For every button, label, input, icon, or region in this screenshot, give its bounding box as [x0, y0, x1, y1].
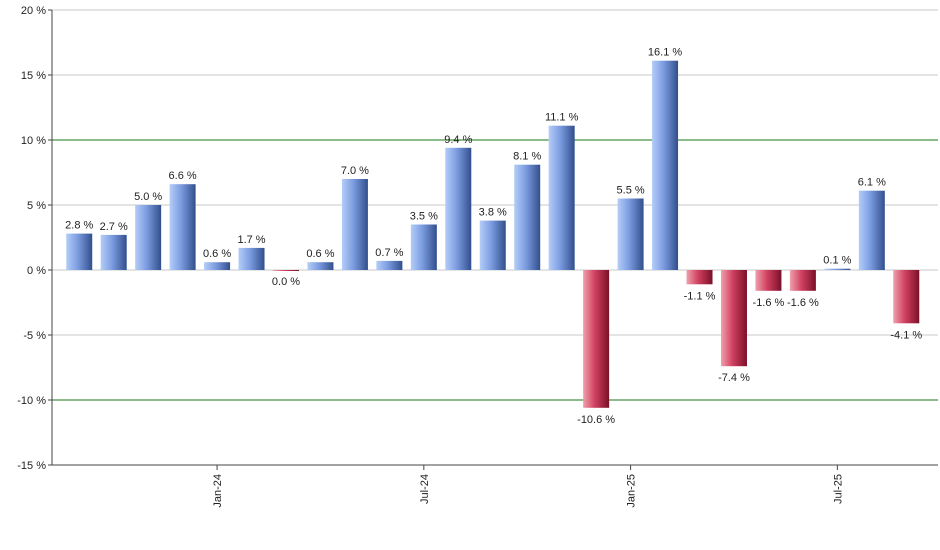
- y-tick-label: -10 %: [17, 395, 46, 407]
- x-tick-label: Jan-24: [212, 474, 224, 508]
- value-label: -4.1 %: [890, 329, 922, 341]
- bar: [514, 164, 541, 270]
- value-label: 0.6 %: [203, 248, 231, 260]
- bar: [376, 260, 403, 270]
- bar: [410, 224, 437, 270]
- bar: [169, 184, 196, 270]
- value-label: 9.4 %: [444, 134, 472, 146]
- bar: [652, 60, 679, 271]
- bar: [272, 270, 299, 271]
- value-label: -7.4 %: [718, 372, 750, 384]
- value-label: 11.1 %: [545, 112, 579, 124]
- y-tick-label: 5 %: [27, 200, 46, 212]
- bar: [824, 268, 851, 270]
- y-tick-label: -15 %: [17, 460, 46, 472]
- y-tick-label: 20 %: [21, 5, 46, 17]
- bar: [445, 147, 472, 270]
- x-tick-label: Jul-25: [832, 474, 844, 504]
- y-tick-label: -5 %: [23, 330, 46, 342]
- value-label: 0.1 %: [823, 255, 851, 267]
- bar: [789, 270, 816, 291]
- value-label: 6.1 %: [858, 177, 886, 189]
- y-tick-label: 15 %: [21, 70, 46, 82]
- bar: [755, 270, 782, 291]
- bar: [100, 234, 127, 270]
- value-label: 3.8 %: [479, 207, 507, 219]
- value-label: 3.5 %: [410, 211, 438, 223]
- value-label: -1.1 %: [684, 290, 716, 302]
- value-label: 0.7 %: [375, 247, 403, 259]
- x-tick-label: Jul-24: [419, 474, 431, 504]
- bar: [858, 190, 885, 270]
- y-tick-label: 10 %: [21, 135, 46, 147]
- bar: [238, 247, 265, 270]
- bar: [617, 198, 644, 270]
- bar: [307, 262, 334, 270]
- bar: [479, 220, 506, 270]
- value-label: -1.6 %: [753, 297, 785, 309]
- bar: [548, 125, 575, 270]
- y-tick-label: 0 %: [27, 265, 46, 277]
- value-label: 16.1 %: [648, 47, 682, 59]
- value-label: 1.7 %: [237, 234, 265, 246]
- bar: [686, 270, 713, 285]
- value-label: 5.0 %: [134, 191, 162, 203]
- bar: [583, 270, 610, 408]
- bar: [893, 270, 920, 324]
- bar: [204, 262, 231, 270]
- value-label: 2.8 %: [65, 220, 93, 232]
- value-label: 5.5 %: [617, 185, 645, 197]
- bar: [341, 179, 368, 270]
- value-label: 0.6 %: [306, 248, 334, 260]
- value-label: 6.6 %: [169, 170, 197, 182]
- value-label: 0.0 %: [272, 276, 300, 288]
- value-label: -10.6 %: [577, 414, 615, 426]
- value-label: 2.7 %: [100, 221, 128, 233]
- value-label: 8.1 %: [513, 151, 541, 163]
- x-tick-label: Jan-25: [626, 474, 638, 508]
- bar: [720, 270, 747, 367]
- bar: [135, 205, 162, 270]
- value-label: 7.0 %: [341, 165, 369, 177]
- bar: [66, 233, 93, 270]
- value-label: -1.6 %: [787, 297, 819, 309]
